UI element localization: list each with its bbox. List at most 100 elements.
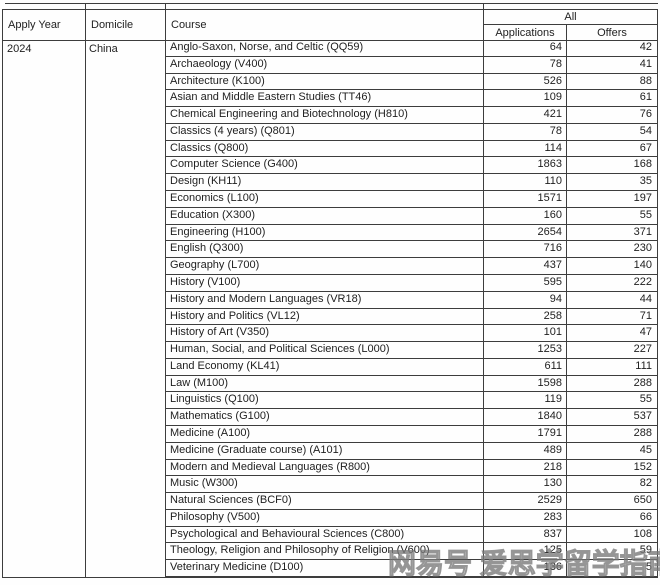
course-cell: Education (X300) <box>170 208 255 221</box>
offers-cell: 54 <box>639 124 652 137</box>
table-row: Modern and Medieval Languages (R800) 218… <box>166 460 657 477</box>
applications-cell: 1598 <box>537 376 562 389</box>
offers-cell: 55 <box>639 208 652 221</box>
offers-cell: 152 <box>633 460 652 473</box>
applications-cell: 78 <box>549 124 562 137</box>
course-cell: Archaeology (V400) <box>170 57 268 70</box>
course-cell: Economics (L100) <box>170 192 259 205</box>
course-cell: Natural Sciences (BCF0) <box>170 494 292 507</box>
table-row: History and Modern Languages (VR18) 94 4… <box>166 292 657 309</box>
divider <box>5 3 658 4</box>
applications-cell: 421 <box>543 108 562 121</box>
table-row: Classics (4 years) (Q801) 78 54 <box>166 124 657 141</box>
offers-cell: 71 <box>639 309 652 322</box>
table-row: Anglo-Saxon, Norse, and Celtic (QQ59) 64… <box>166 40 657 57</box>
table-row: Veterinary Medicine (D100) 136 5 <box>166 560 657 577</box>
offers-cell: 41 <box>639 57 652 70</box>
table-row: Medicine (Graduate course) (A101) 489 45 <box>166 443 657 460</box>
course-cell: Classics (Q800) <box>170 141 249 154</box>
header-domicile: Domicile <box>91 19 134 31</box>
offers-cell: 5 <box>645 561 652 574</box>
table-row: Asian and Middle Eastern Studies (TT46) … <box>166 90 657 108</box>
table-row: Law (M100) 1598 288 <box>166 376 657 393</box>
applications-cell: 258 <box>543 309 562 322</box>
table-row: Natural Sciences (BCF0) 2529 650 <box>166 493 657 510</box>
course-cell: History of Art (V350) <box>170 326 270 339</box>
divider <box>85 3 86 9</box>
applications-cell: 526 <box>543 74 562 87</box>
divider <box>165 9 166 577</box>
course-cell: Law (M100) <box>170 376 229 389</box>
course-cell: History and Modern Languages (VR18) <box>170 292 362 305</box>
offers-cell: 42 <box>639 41 652 53</box>
table-row: History of Art (V350) 101 47 <box>166 325 657 343</box>
applications-cell: 595 <box>543 275 562 288</box>
applications-cell: 109 <box>543 91 562 104</box>
course-cell: History and Politics (VL12) <box>170 309 300 322</box>
course-cell: Asian and Middle Eastern Studies (TT46) <box>170 91 372 104</box>
offers-cell: 61 <box>639 91 652 104</box>
table-row: History and Politics (VL12) 258 71 <box>166 309 657 326</box>
offers-cell: 82 <box>639 477 652 490</box>
apply-year-value: 2024 <box>7 43 32 55</box>
course-cell: Geography (L700) <box>170 259 260 272</box>
header-all-group: All <box>564 10 577 23</box>
offers-cell: 108 <box>633 527 652 540</box>
applications-cell: 218 <box>543 460 562 473</box>
offers-cell: 230 <box>633 242 652 255</box>
offers-cell: 288 <box>633 376 652 389</box>
course-cell: Linguistics (Q100) <box>170 393 259 406</box>
header-bottom-border <box>2 40 658 41</box>
table-row: Theology, Religion and Philosophy of Rel… <box>166 543 657 561</box>
applications-cell: 1253 <box>537 343 562 356</box>
table-body: Anglo-Saxon, Norse, and Celtic (QQ59) 64… <box>166 40 657 577</box>
applications-cell: 1863 <box>537 158 562 171</box>
divider <box>2 9 3 577</box>
course-cell: Engineering (H100) <box>170 225 266 238</box>
course-cell: Design (KH11) <box>170 175 242 188</box>
offers-cell: 288 <box>633 426 652 439</box>
course-cell: Music (W300) <box>170 477 238 490</box>
applications-cell: 119 <box>544 393 562 406</box>
table-row: Chemical Engineering and Biotechnology (… <box>166 107 657 124</box>
course-cell: Land Economy (KL41) <box>170 359 280 372</box>
applications-cell: 64 <box>549 41 562 53</box>
course-cell: Chemical Engineering and Biotechnology (… <box>170 108 408 121</box>
applications-cell: 437 <box>543 259 562 272</box>
course-cell: English (Q300) <box>170 242 244 255</box>
course-cell: Medicine (Graduate course) (A101) <box>170 443 343 456</box>
applications-cell: 94 <box>549 292 562 305</box>
all-group-underline <box>483 24 658 25</box>
applications-cell: 716 <box>543 242 562 255</box>
table-row: Mathematics (G100) 1840 537 <box>166 409 657 426</box>
course-cell: Modern and Medieval Languages (R800) <box>170 460 370 473</box>
course-cell: Philosophy (V500) <box>170 510 260 523</box>
divider <box>657 9 658 577</box>
table-row: Economics (L100) 1571 197 <box>166 191 657 208</box>
table-row: Computer Science (G400) 1863 168 <box>166 157 657 175</box>
course-cell: Theology, Religion and Philosophy of Rel… <box>170 544 430 557</box>
header-offers: Offers <box>597 26 627 39</box>
applications-cell: 78 <box>549 57 562 70</box>
divider <box>85 9 86 577</box>
course-cell: Veterinary Medicine (D100) <box>170 561 304 574</box>
applications-cell: 283 <box>543 510 562 523</box>
table-row: Philosophy (V500) 283 66 <box>166 510 657 527</box>
applications-cell: 837 <box>543 527 562 540</box>
course-cell: Medicine (A100) <box>170 426 251 439</box>
divider <box>483 3 484 9</box>
applications-cell: 125 <box>543 544 562 557</box>
domicile-value: China <box>89 43 118 55</box>
offers-cell: 650 <box>633 494 652 507</box>
table-row: Linguistics (Q100) 119 55 <box>166 392 657 410</box>
header-course: Course <box>171 19 207 31</box>
table-row: History (V100) 595 222 <box>166 275 657 292</box>
header-applications: Applications <box>495 26 555 39</box>
table-row: Psychological and Behavioural Sciences (… <box>166 527 657 544</box>
course-cell: Mathematics (G100) <box>170 410 270 423</box>
offers-cell: 371 <box>633 225 652 238</box>
applications-cell: 2529 <box>537 494 562 507</box>
divider <box>566 24 567 577</box>
offers-cell: 111 <box>635 359 652 372</box>
